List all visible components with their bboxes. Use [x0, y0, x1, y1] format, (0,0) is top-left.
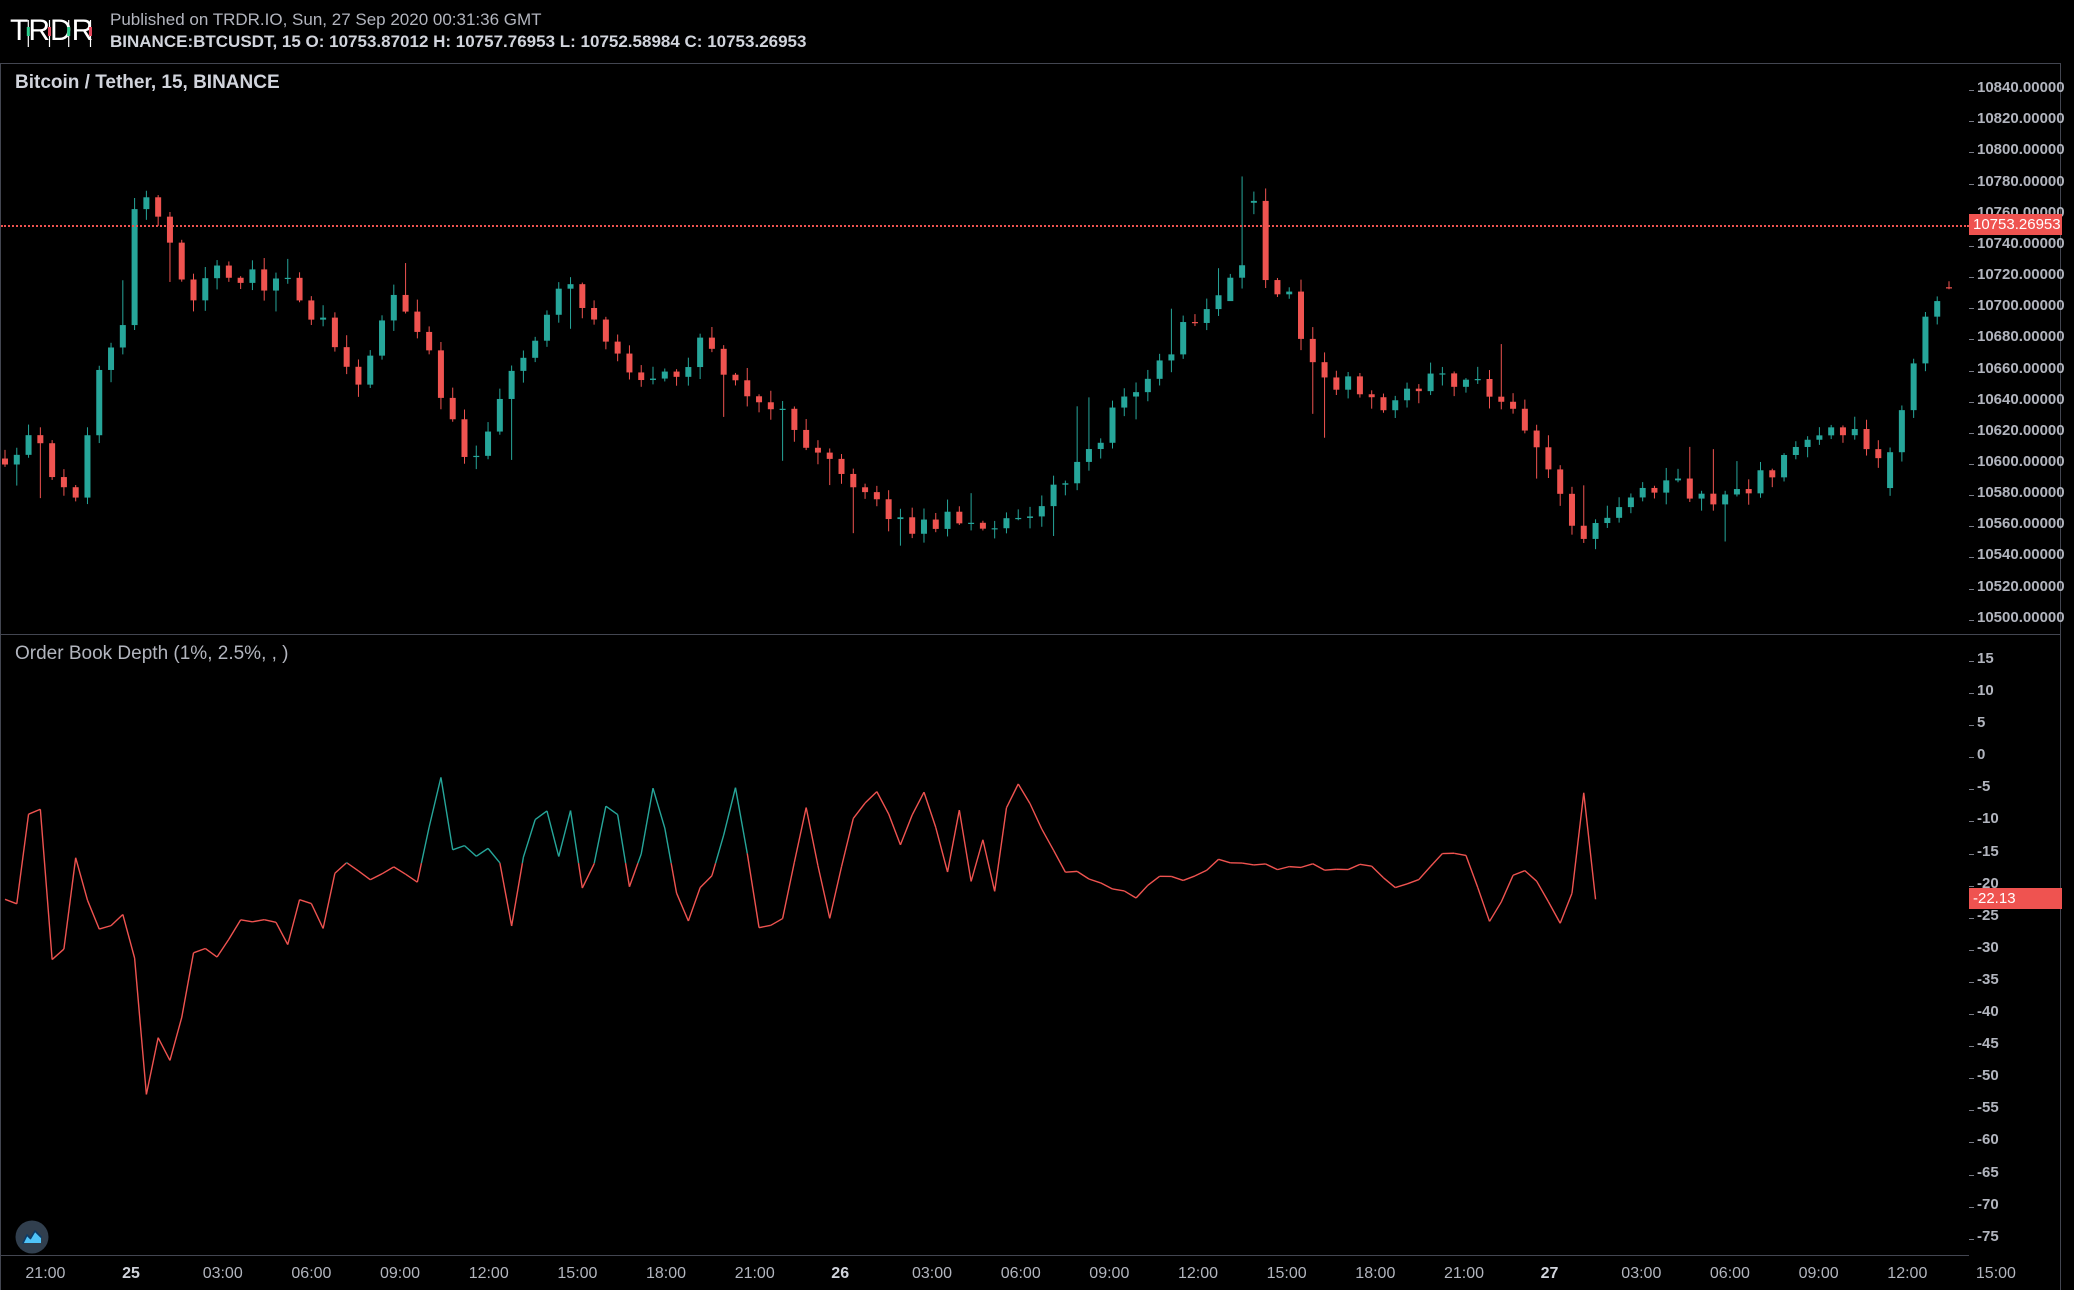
svg-text:TRDR: TRDR	[10, 14, 93, 47]
